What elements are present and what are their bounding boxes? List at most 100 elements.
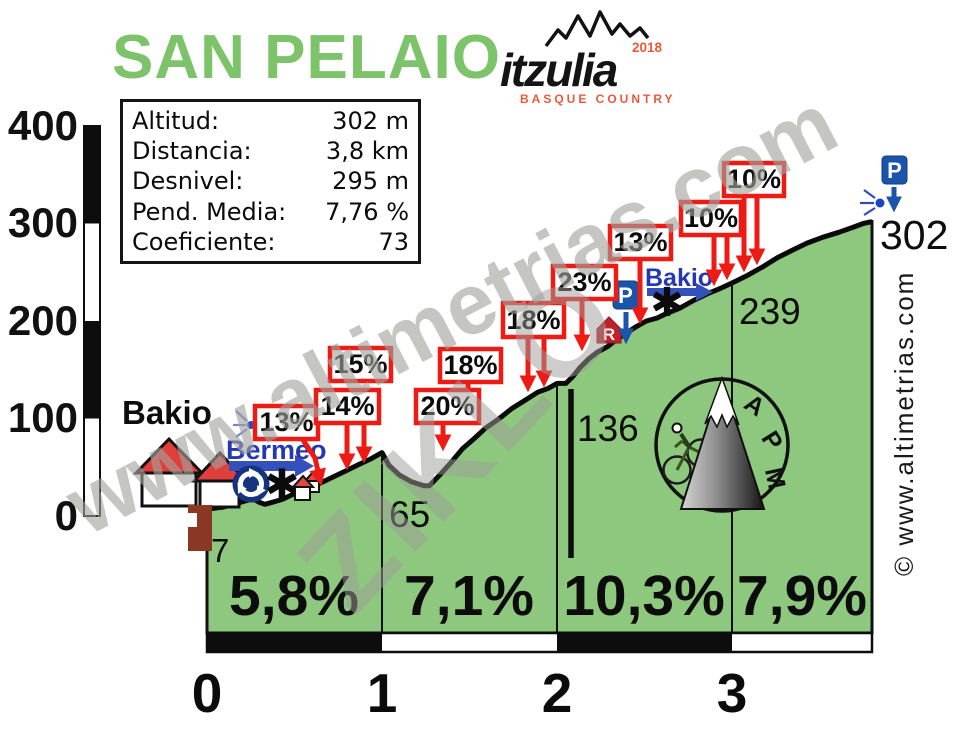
elevation-label-summit: 302	[880, 212, 948, 258]
gradient-callout: 20%	[413, 387, 482, 452]
climb-info-box: Altitud: 302 m Distancia: 3,8 km Desnivel:…	[120, 99, 421, 264]
parking-letter: P	[887, 158, 902, 183]
y-axis-bar	[84, 126, 100, 516]
info-value: 7,76 %	[325, 197, 409, 226]
info-value: 3,8 km	[325, 137, 409, 166]
elevation-label-start: 7	[211, 532, 229, 569]
asterisk-marker-icon: ✱	[264, 461, 299, 508]
info-value: 302 m	[332, 107, 409, 136]
elevation-label-km2: 136	[577, 408, 639, 449]
roundabout-icon	[232, 465, 270, 503]
logo-year: 2018	[632, 40, 663, 55]
info-label: Coeficiente:	[132, 227, 276, 256]
callout-gradient-value: 13%	[613, 227, 667, 257]
callout-box	[437, 346, 504, 385]
info-label: Pend. Media:	[132, 197, 287, 226]
ybar-segment	[84, 418, 100, 516]
callout-gradient-value: 23%	[557, 267, 611, 297]
info-row: Altitud: 302 m	[132, 107, 409, 135]
start-gate-icon	[188, 505, 212, 551]
parking-sign-summit: P	[881, 155, 908, 213]
x-tick-3: 3	[717, 662, 748, 724]
elevation-label-km1: 65	[389, 494, 430, 535]
segment-gradient-label: 5,8%	[229, 564, 359, 628]
info-label: Distancia:	[132, 137, 252, 166]
gradient-callout: 10%	[721, 160, 787, 273]
info-label: Desnivel:	[132, 167, 244, 196]
rest-area-letter: R	[603, 325, 615, 344]
callout-gradient-value: 18%	[443, 350, 497, 380]
x-tick-2: 2	[542, 662, 573, 724]
gradient-callout: 13%	[607, 223, 674, 325]
callout-box	[313, 387, 382, 426]
callout-box	[500, 300, 567, 340]
y-tick-100: 100	[8, 394, 78, 441]
y-tick-400: 400	[8, 102, 78, 149]
xbar-segment	[557, 633, 732, 652]
callout-box	[607, 223, 674, 262]
cyclist-head-icon	[671, 422, 683, 434]
callout-box	[327, 345, 394, 384]
info-row: Distancia: 3,8 km	[132, 137, 409, 165]
info-row: Pend. Media: 7,76 %	[132, 198, 409, 226]
gradient-callout: 18%	[437, 346, 504, 391]
info-label: Altitud:	[132, 107, 220, 136]
x-axis-bar	[207, 633, 872, 652]
logo-wordmark: itzulia	[500, 44, 618, 96]
cyclist-wheel-icon	[662, 455, 692, 485]
segment-gradient-label: 7,1%	[404, 564, 534, 628]
ybar-segment	[84, 321, 100, 419]
xbar-segment	[207, 633, 382, 652]
apm-logo: A P M	[654, 375, 791, 513]
start-town-label: Bakio	[122, 394, 212, 431]
gradient-callout: 10%	[678, 199, 744, 287]
y-tick-300: 300	[8, 199, 78, 246]
y-axis-bar-border	[83, 125, 101, 517]
segment-gradient-label: 7,9%	[737, 564, 867, 628]
callout-gradient-value: 20%	[420, 391, 474, 421]
streetlight-icon	[233, 410, 255, 438]
streetlight-icon	[860, 189, 885, 216]
callout-box	[721, 160, 787, 199]
parking-letter: P	[618, 283, 633, 308]
asterisk-marker-icon: ✱	[650, 281, 684, 325]
mountain-icon	[679, 375, 766, 510]
itzulia-logo: 2018 itzulia BASQUE COUNTRY	[498, 6, 683, 108]
xbar-segment	[732, 633, 872, 652]
gradient-callout: 15%	[327, 345, 394, 384]
xbar-segment	[382, 633, 557, 652]
y-tick-0: 0	[55, 492, 78, 539]
ybar-segment	[84, 223, 100, 321]
callout-gradient-value: 18%	[506, 305, 560, 335]
bakio-direction-arrow-icon	[647, 283, 713, 301]
gradient-callouts: 13%15%14%18%20%18%23%13%10%10%	[252, 160, 787, 486]
gradient-callout: 14%	[313, 387, 382, 471]
x-tick-0: 0	[192, 662, 223, 724]
x-tick-1: 1	[367, 662, 398, 724]
callout-gradient-value: 14%	[320, 391, 374, 421]
callout-arrow-bent	[300, 438, 326, 486]
info-row: Coeficiente: 73	[132, 228, 409, 256]
mountain-scribble-icon	[544, 10, 650, 48]
segment-gradient-label: 10,3%	[563, 564, 725, 628]
callout-box	[550, 263, 619, 302]
callout-box	[678, 199, 744, 238]
ybar-segment	[84, 126, 100, 224]
callout-gradient-value: 10%	[684, 203, 738, 233]
gradient-callout: 18%	[500, 300, 567, 393]
callout-gradient-value: 13%	[259, 407, 313, 437]
bermeo-direction-arrow-icon	[229, 455, 314, 477]
watermark-copyright: © www.altimetrias.com	[889, 271, 919, 576]
info-value: 295 m	[332, 167, 409, 196]
town-houses-icon	[132, 436, 250, 509]
callout-gradient-value: 10%	[727, 164, 781, 194]
gradient-callout: 13%	[252, 403, 326, 486]
logo-subtitle: BASQUE COUNTRY	[520, 92, 676, 106]
page-title: SAN PELAIO	[112, 23, 501, 92]
snowcap-icon	[704, 375, 740, 429]
x-axis-bar-border	[205, 631, 874, 654]
gradient-callout: 23%	[550, 263, 619, 352]
info-row: Desnivel: 295 m	[132, 167, 409, 195]
